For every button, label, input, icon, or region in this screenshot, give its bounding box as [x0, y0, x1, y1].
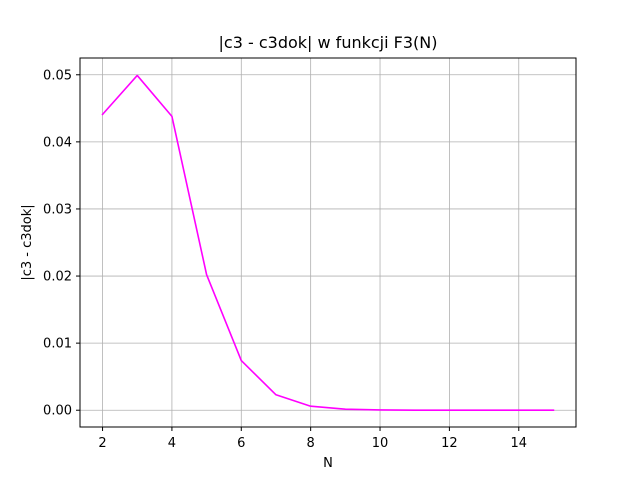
x-tick-label: 8 [307, 436, 315, 451]
y-tick-label: 0.01 [43, 337, 72, 352]
y-tick-label: 0.00 [43, 404, 72, 419]
y-tick-label: 0.03 [43, 202, 72, 217]
chart-title: |c3 - c3dok| w funkcji F3(N) [219, 33, 438, 52]
x-tick-label: 12 [441, 436, 458, 451]
x-tick-label: 10 [372, 436, 389, 451]
grid [80, 58, 576, 427]
series-line [101, 74, 555, 412]
x-tick-label: 6 [237, 436, 245, 451]
y-axis-label: |c3 - c3dok| [20, 204, 35, 280]
y-tick-label: 0.04 [43, 135, 72, 150]
x-tick-label: 4 [168, 436, 176, 451]
x-axis-label: N [323, 456, 333, 471]
y-tick-label: 0.02 [43, 270, 72, 285]
y-tick-label: 0.05 [43, 68, 72, 83]
x-tick-label: 2 [98, 436, 106, 451]
plot-frame [79, 57, 577, 428]
tick-layer: 2 4 6 8 10 12 14 0.00 0.01 0.02 0.03 0.04 0.05 [43, 68, 527, 451]
x-tick-label: 14 [510, 436, 527, 451]
series-layer [101, 74, 555, 412]
